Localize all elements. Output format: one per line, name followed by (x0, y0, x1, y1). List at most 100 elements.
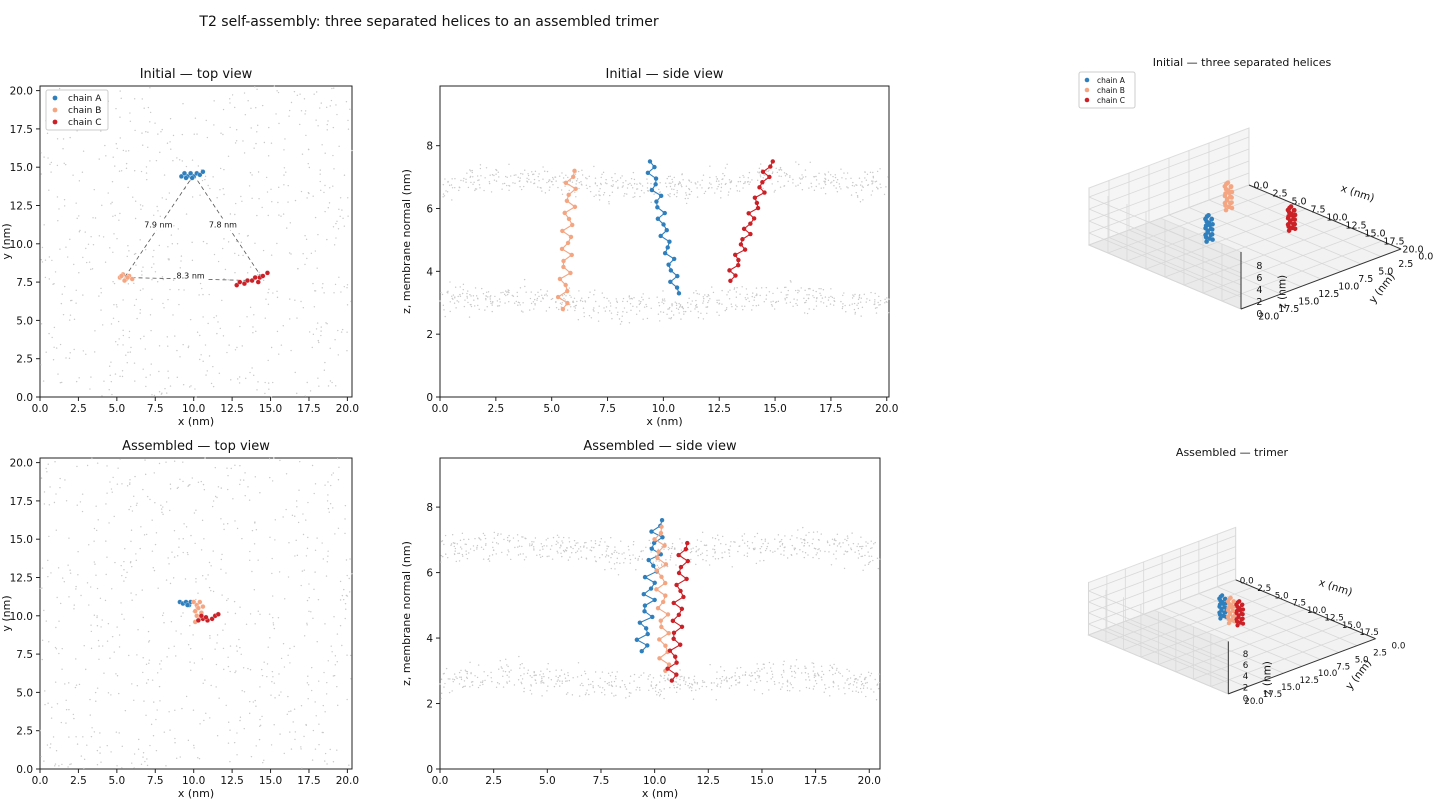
lipid-dot (830, 295, 832, 298)
lipid-dot (192, 709, 195, 711)
lipid-dot (730, 181, 733, 183)
lipid-dot (580, 297, 583, 299)
lipid-dot (850, 548, 853, 551)
lipid-dot (666, 177, 668, 180)
annotation-background (207, 218, 238, 231)
lipid-dot (139, 312, 141, 314)
lipid-dot (131, 683, 133, 685)
lipid-dot (553, 685, 556, 688)
lipid-dot (266, 191, 269, 193)
lipid-dot (604, 556, 607, 558)
lipid-dot (314, 701, 316, 703)
lipid-dot (168, 563, 170, 565)
lipid-dot (296, 506, 298, 508)
lipid-dot (240, 195, 242, 198)
lipid-dot (324, 184, 326, 187)
lipid-dot (746, 545, 749, 547)
lipid-dot (828, 296, 830, 299)
chain-chain-b-point (121, 278, 128, 284)
lipid-dot (316, 267, 318, 269)
lipid-dot (796, 304, 799, 306)
lipid-dot (778, 541, 781, 543)
lipid-dot (193, 747, 195, 749)
lipid-dot (153, 569, 156, 572)
lipid-dot (259, 492, 261, 494)
lipid-dot (506, 291, 508, 293)
lipid-dot (269, 536, 271, 538)
lipid-dot (488, 181, 491, 183)
lipid-dot (830, 564, 833, 566)
lipid-dot (338, 145, 340, 148)
lipid-dot (338, 466, 340, 468)
lipid-dot (262, 249, 265, 252)
lipid-dot (121, 767, 123, 769)
lipid-dot (300, 300, 302, 303)
lipid-dot (836, 181, 838, 184)
lipid-dot (633, 297, 635, 299)
lipid-dot (220, 568, 222, 570)
lipid-dot (169, 729, 171, 731)
lipid-dot (566, 680, 568, 682)
grid-line (1106, 627, 1247, 688)
lipid-dot (697, 316, 700, 319)
lipid-dot (482, 683, 484, 686)
lipid-dot (701, 680, 704, 682)
lipid-dot (141, 98, 143, 100)
lipid-dot (191, 159, 194, 161)
lipid-dot (712, 555, 714, 558)
z-axis-label: z (nm) (1276, 275, 1288, 309)
lipid-dot (305, 555, 308, 557)
lipid-dot (85, 668, 87, 671)
lipid-dot (679, 305, 682, 307)
lipid-dot (747, 177, 750, 179)
lipid-dot (249, 669, 252, 671)
lipid-dot (837, 685, 839, 687)
lipid-dot (221, 299, 223, 302)
lipid-dot (100, 626, 102, 628)
lipid-dot (121, 370, 124, 372)
lipid-dot (250, 107, 252, 109)
lipid-dot (857, 557, 860, 559)
lipid-dot (555, 675, 557, 678)
lipid-dot (227, 279, 229, 281)
lipid-dot (311, 759, 314, 761)
lipid-dot (187, 553, 189, 556)
helix-chain-b-bead (655, 555, 660, 561)
lipid-dot (583, 546, 585, 548)
lipid-dot (694, 182, 696, 184)
lipid-dot (330, 99, 333, 102)
lipid-dot (681, 173, 683, 175)
lipid-dot (115, 304, 118, 306)
lipid-dot (846, 679, 848, 681)
lipid-dot (239, 464, 241, 467)
lipid-dot (783, 546, 785, 549)
lipid-dot (94, 330, 96, 332)
grid-line (1088, 220, 1242, 286)
lipid-dot (440, 291, 442, 294)
helix-chain-c-bead (1235, 623, 1240, 628)
lipid-dot (690, 689, 693, 692)
lipid-dot (622, 185, 624, 187)
lipid-dot (673, 188, 675, 191)
lipid-dot (96, 616, 98, 619)
lipid-dot (130, 540, 132, 543)
y-tick-label: 0.0 (1418, 251, 1433, 262)
lipid-dot (817, 673, 819, 676)
lipid-dot (297, 268, 299, 270)
lipid-dot (765, 298, 767, 300)
lipid-dot (830, 288, 832, 290)
lipid-dot (156, 281, 159, 283)
distance-label: 7.8 nm (209, 220, 237, 229)
lipid-dot (176, 157, 178, 159)
lipid-dot (243, 479, 245, 481)
lipid-dot (40, 258, 42, 261)
lipid-dot (638, 676, 640, 678)
lipid-dot (253, 374, 255, 377)
lipid-dot (797, 184, 799, 186)
lipid-dot (848, 687, 850, 690)
lipid-dot (667, 175, 670, 178)
lipid-dot (182, 480, 184, 483)
helix-chain-a-bead (637, 620, 643, 625)
lipid-dot (64, 163, 67, 166)
lipid-dot (574, 191, 576, 193)
